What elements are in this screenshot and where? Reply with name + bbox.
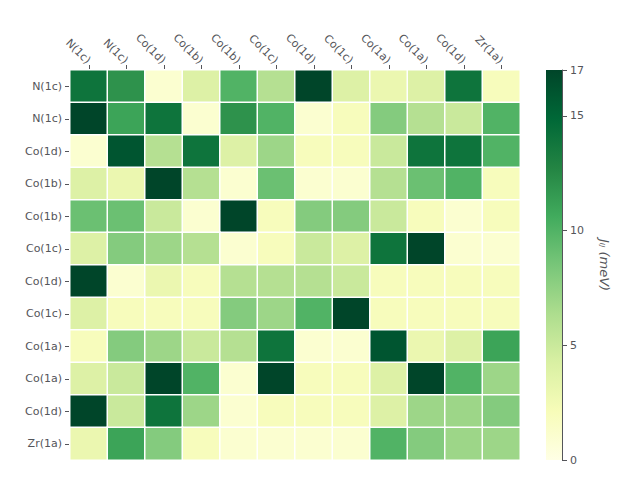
- svg-text:N(1c): N(1c): [32, 80, 62, 93]
- svg-text:5: 5: [570, 339, 577, 352]
- svg-text:Co(1b): Co(1b): [208, 31, 243, 66]
- svg-text:17: 17: [570, 64, 584, 77]
- svg-text:Co(1a): Co(1a): [396, 31, 431, 66]
- svg-text:Zr(1a): Zr(1a): [472, 33, 505, 66]
- svg-text:Co(1d): Co(1d): [25, 145, 62, 158]
- svg-text:Co(1d): Co(1d): [25, 275, 62, 288]
- svg-text:Jᵢⱼ (meV): Jᵢⱼ (meV): [597, 236, 612, 291]
- svg-text:Co(1a): Co(1a): [25, 340, 62, 353]
- svg-text:Co(1b): Co(1b): [171, 31, 206, 66]
- svg-text:Co(1b): Co(1b): [25, 210, 62, 223]
- svg-text:Co(1d): Co(1d): [433, 31, 468, 66]
- svg-text:Co(1a): Co(1a): [358, 31, 393, 66]
- svg-text:Co(1c): Co(1c): [26, 307, 62, 320]
- svg-text:Zr(1a): Zr(1a): [28, 437, 62, 450]
- svg-text:N(1c): N(1c): [32, 112, 62, 125]
- svg-text:Co(1a): Co(1a): [25, 372, 62, 385]
- svg-text:Co(1b): Co(1b): [25, 177, 62, 190]
- svg-text:Co(1c): Co(1c): [246, 32, 281, 67]
- svg-text:N(1c): N(1c): [101, 36, 131, 66]
- svg-text:0: 0: [570, 454, 577, 467]
- svg-text:Co(1d): Co(1d): [283, 31, 318, 66]
- svg-text:15: 15: [570, 109, 584, 122]
- svg-text:Co(1d): Co(1d): [25, 405, 62, 418]
- svg-text:Co(1d): Co(1d): [133, 31, 168, 66]
- svg-text:N(1c): N(1c): [63, 36, 93, 66]
- svg-text:10: 10: [570, 224, 584, 237]
- svg-text:Co(1c): Co(1c): [321, 32, 356, 67]
- svg-text:Co(1c): Co(1c): [26, 242, 62, 255]
